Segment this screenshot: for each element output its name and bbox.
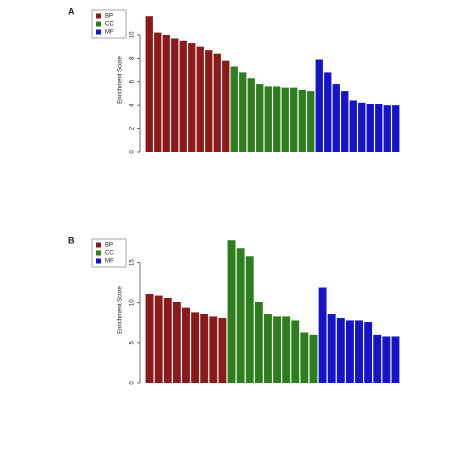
bar [298, 89, 306, 152]
bar [382, 336, 391, 383]
bar [309, 334, 318, 383]
bar [364, 322, 373, 383]
legend-label: CC [105, 22, 114, 28]
bar [263, 314, 272, 383]
bar [336, 318, 345, 383]
legend-label: CC [105, 251, 114, 257]
legend-label: BP [105, 14, 113, 20]
legend-label: BP [105, 243, 113, 249]
bar [254, 301, 263, 383]
bar [282, 316, 291, 383]
bar [245, 256, 254, 383]
bar [355, 320, 363, 383]
y-tick-label: 0 [130, 381, 136, 385]
bar [307, 91, 315, 152]
bar [327, 314, 336, 383]
bar [375, 104, 383, 152]
bar [315, 59, 323, 153]
y-tick-label: 10 [130, 299, 136, 306]
bar [145, 16, 153, 152]
bar [182, 307, 190, 383]
bar [281, 87, 289, 152]
bar [383, 105, 391, 152]
y-axis-label: Enrichment Score [118, 285, 124, 333]
bar [218, 318, 227, 383]
legend-box [91, 9, 127, 39]
bar [162, 34, 170, 152]
y-axis-label: Enrichment Score [118, 55, 124, 103]
panel-label: B [68, 235, 75, 245]
bar [196, 46, 204, 152]
legend-swatch [96, 250, 101, 256]
y-tick-label: 6 [130, 79, 136, 83]
bar [154, 295, 163, 383]
bar [358, 102, 366, 152]
bar [332, 84, 340, 152]
bar [239, 72, 247, 152]
legend-swatch [96, 242, 101, 248]
bar [324, 72, 332, 152]
bar [205, 50, 213, 152]
bar [318, 287, 327, 383]
y-tick-label: 5 [130, 341, 136, 345]
bar [264, 86, 272, 152]
legend-swatch [96, 21, 101, 27]
bar [300, 332, 309, 383]
bar [341, 91, 349, 152]
bar [227, 240, 236, 383]
bar [290, 87, 298, 152]
y-tick-label: 0 [130, 150, 136, 154]
y-tick-label: 2 [130, 126, 136, 130]
bar [171, 38, 179, 152]
bar [273, 86, 281, 152]
y-tick-label: 10 [130, 31, 136, 38]
legend-label: MF [105, 259, 114, 265]
bar [213, 53, 221, 152]
bar [392, 105, 400, 152]
bar [366, 104, 374, 152]
legend-label: MF [105, 30, 114, 36]
bar [349, 100, 357, 152]
legend-box [91, 238, 127, 268]
bar [345, 320, 354, 383]
panel-label: A [68, 6, 75, 16]
legend-swatch [96, 29, 101, 35]
bar [154, 32, 162, 152]
bar [373, 334, 382, 383]
bar [145, 293, 154, 383]
y-tick-label: 4 [130, 103, 136, 107]
bar [172, 301, 181, 383]
bar [256, 84, 264, 152]
bar [230, 66, 238, 152]
bar [191, 312, 200, 383]
y-tick-label: 8 [130, 56, 136, 60]
bar [236, 248, 245, 383]
bar [163, 297, 172, 383]
bar [200, 314, 209, 383]
bar [179, 40, 187, 152]
bar [273, 316, 282, 383]
legend-swatch [96, 13, 101, 19]
bar [391, 336, 400, 383]
legend-swatch [96, 258, 101, 264]
y-tick-label: 15 [130, 259, 136, 266]
bar [209, 316, 218, 383]
bar [188, 43, 196, 153]
bar [291, 320, 300, 383]
bar [247, 78, 255, 152]
bar [222, 60, 230, 153]
